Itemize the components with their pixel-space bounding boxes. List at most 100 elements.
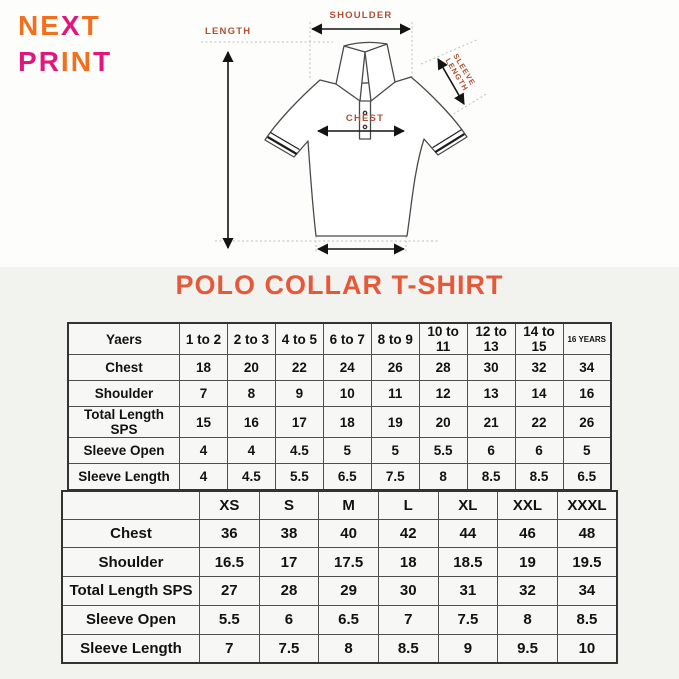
size-value-cell: 42 <box>377 518 439 549</box>
size-value-cell: 17.5 <box>318 547 379 578</box>
column-header: XL <box>437 490 499 520</box>
size-value-cell: 31 <box>437 576 499 606</box>
size-value-cell: 16.5 <box>199 547 260 578</box>
row-label: Total Length SPS <box>67 406 180 438</box>
size-value-cell: 11 <box>370 380 420 407</box>
row-label: Sleeve Open <box>67 437 180 464</box>
dotted-guides <box>201 22 489 253</box>
column-header: 10 to 11 <box>418 322 468 355</box>
column-header: 8 to 9 <box>370 322 420 355</box>
size-value-cell: 6 <box>466 437 516 464</box>
row-label: Chest <box>67 354 180 381</box>
length-label: LENGTH <box>205 26 251 37</box>
size-value-cell: 8.5 <box>466 463 516 490</box>
size-value-cell: 7 <box>199 633 260 664</box>
column-header: XS <box>199 490 260 520</box>
size-value-cell: 8 <box>318 633 379 664</box>
shirt-outline <box>264 76 468 237</box>
size-value-cell: 24 <box>322 354 372 381</box>
button-top <box>362 110 368 116</box>
size-value-cell: 44 <box>437 518 499 549</box>
table-row: Shoulder 7 8 9 10 11 12 13 14 16 <box>67 380 612 407</box>
size-value-cell: 18 <box>179 354 228 381</box>
size-value-cell: 4 <box>226 437 276 464</box>
size-value-cell: 28 <box>258 576 320 606</box>
size-value-cell: 16 <box>562 380 612 407</box>
table-row: Sleeve Length 7 7.5 8 8.5 9 9.5 10 <box>61 633 618 664</box>
size-value-cell: 7.5 <box>370 463 420 490</box>
size-value-cell: 4.5 <box>226 463 276 490</box>
polo-shirt-drawing <box>264 41 468 237</box>
column-header: 12 to 13 <box>466 322 516 355</box>
table-row: Sleeve Open 4 4 4.5 5 5 5.5 6 6 5 <box>67 437 612 464</box>
logo-letter: R <box>38 46 61 77</box>
size-value-cell: 18.5 <box>437 547 499 578</box>
size-value-cell: 7.5 <box>258 633 320 664</box>
column-header <box>61 490 200 520</box>
row-label: Sleeve Length <box>61 633 200 664</box>
column-header: 16 YEARS <box>562 322 612 355</box>
sleeve-length-arrow <box>437 58 465 105</box>
size-value-cell: 48 <box>556 518 618 549</box>
size-value-cell: 5.5 <box>418 437 468 464</box>
measurement-arrows <box>222 23 465 255</box>
shirt-measurement-diagram: SHOULDER LENGTH CHEST SLEEVE LENGTH <box>193 0 493 264</box>
size-value-cell: 8.5 <box>556 604 618 635</box>
size-value-cell: 10 <box>322 380 372 407</box>
size-value-cell: 8.5 <box>377 633 439 664</box>
size-value-cell: 28 <box>418 354 468 381</box>
size-value-cell: 21 <box>466 406 516 438</box>
chest-label: CHEST <box>346 113 384 124</box>
size-value-cell: 9.5 <box>497 633 558 664</box>
size-value-cell: 15 <box>179 406 228 438</box>
size-value-cell: 4.5 <box>274 437 324 464</box>
size-value-cell: 30 <box>466 354 516 381</box>
size-value-cell: 20 <box>418 406 468 438</box>
adult-size-table: XS S M L XL XXL XXXL Chest 36 38 40 42 44 46 48 Shoulde… <box>61 490 618 664</box>
size-value-cell: 5 <box>322 437 372 464</box>
table-row: Shoulder 16.5 17 17.5 18 18.5 19 19.5 <box>61 547 618 578</box>
logo-letter: X <box>60 10 82 41</box>
row-label: Shoulder <box>61 547 200 578</box>
column-header: 14 to 15 <box>514 322 564 355</box>
size-value-cell: 10 <box>556 633 618 664</box>
logo-letter: N <box>70 46 93 77</box>
button-bottom <box>362 124 368 130</box>
column-header: Yaers <box>67 322 180 355</box>
size-value-cell: 18 <box>322 406 372 438</box>
size-value-cell: 29 <box>318 576 379 606</box>
size-value-cell: 4 <box>179 463 228 490</box>
size-value-cell: 32 <box>514 354 564 381</box>
sleeve-length-label: SLEEVE LENGTH <box>444 52 478 93</box>
table-row: Sleeve Open 5.5 6 6.5 7 7.5 8 8.5 <box>61 604 618 635</box>
size-value-cell: 7 <box>179 380 228 407</box>
size-value-cell: 40 <box>318 518 379 549</box>
size-value-cell: 13 <box>466 380 516 407</box>
size-value-cell: 19.5 <box>556 547 618 578</box>
collar-right-flap <box>364 43 396 102</box>
row-label: Sleeve Open <box>61 604 200 635</box>
size-value-cell: 17 <box>258 547 320 578</box>
logo-letter: E <box>40 10 61 41</box>
logo-letter: P <box>18 46 39 77</box>
size-value-cell: 9 <box>437 633 499 664</box>
size-value-cell: 14 <box>514 380 564 407</box>
table-row: Total Length SPS 15 16 17 18 19 20 21 22 26 <box>67 406 612 438</box>
brand-logo-line1: NEXT <box>18 8 112 44</box>
size-value-cell: 22 <box>514 406 564 438</box>
size-value-cell: 6 <box>258 604 320 635</box>
size-value-cell: 34 <box>556 576 618 606</box>
size-value-cell: 12 <box>418 380 468 407</box>
logo-letter: N <box>18 10 41 41</box>
size-value-cell: 6.5 <box>562 463 612 490</box>
collar-back <box>343 41 388 47</box>
page-title: POLO COLLAR T-SHIRT <box>175 270 504 300</box>
column-header: L <box>377 490 439 520</box>
column-header: M <box>318 490 379 520</box>
size-value-cell: 6 <box>514 437 564 464</box>
size-value-cell: 8 <box>226 380 276 407</box>
size-value-cell: 6.5 <box>318 604 379 635</box>
size-value-cell: 38 <box>258 518 320 549</box>
